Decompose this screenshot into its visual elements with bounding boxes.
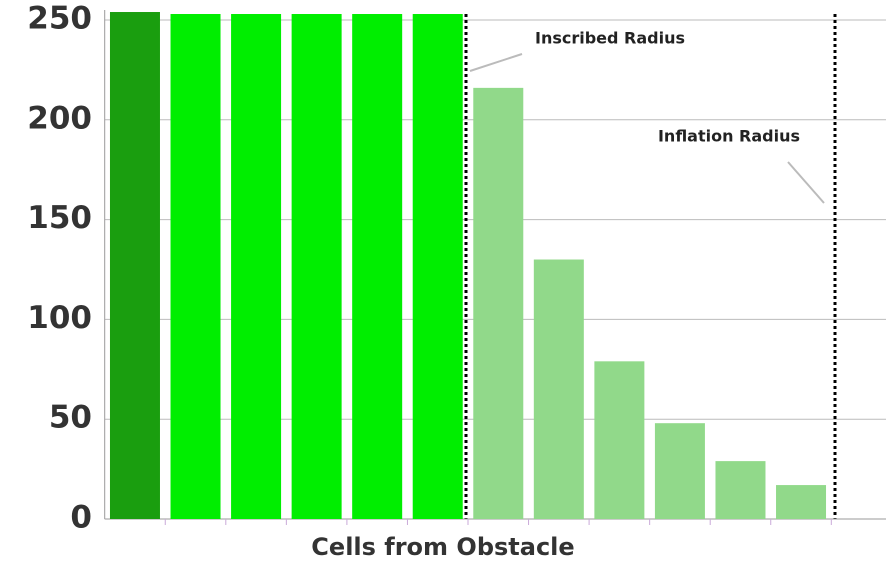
bar [109, 12, 160, 520]
y-tick-label: 200 [27, 100, 92, 136]
bar [715, 461, 766, 519]
annotation: Inscribed Radius [535, 29, 685, 48]
bar [291, 14, 342, 520]
bar [352, 14, 403, 520]
y-tick-label: 150 [27, 200, 92, 236]
bar [170, 14, 221, 520]
bar [533, 259, 584, 519]
y-tick-label: 250 [27, 1, 92, 37]
bar [654, 423, 705, 519]
leader-line [469, 53, 523, 72]
annotation: Inflation Radius [658, 127, 800, 146]
leader-line [787, 161, 825, 204]
x-axis-label: Cells from Obstacle [311, 533, 574, 561]
bar [412, 14, 463, 520]
y-tick-label: 0 [70, 500, 92, 536]
bar [776, 485, 827, 519]
bar [473, 87, 524, 519]
bar [594, 361, 645, 519]
bar [231, 14, 282, 520]
y-tick-label: 100 [27, 300, 92, 336]
y-tick-label: 50 [49, 400, 92, 436]
